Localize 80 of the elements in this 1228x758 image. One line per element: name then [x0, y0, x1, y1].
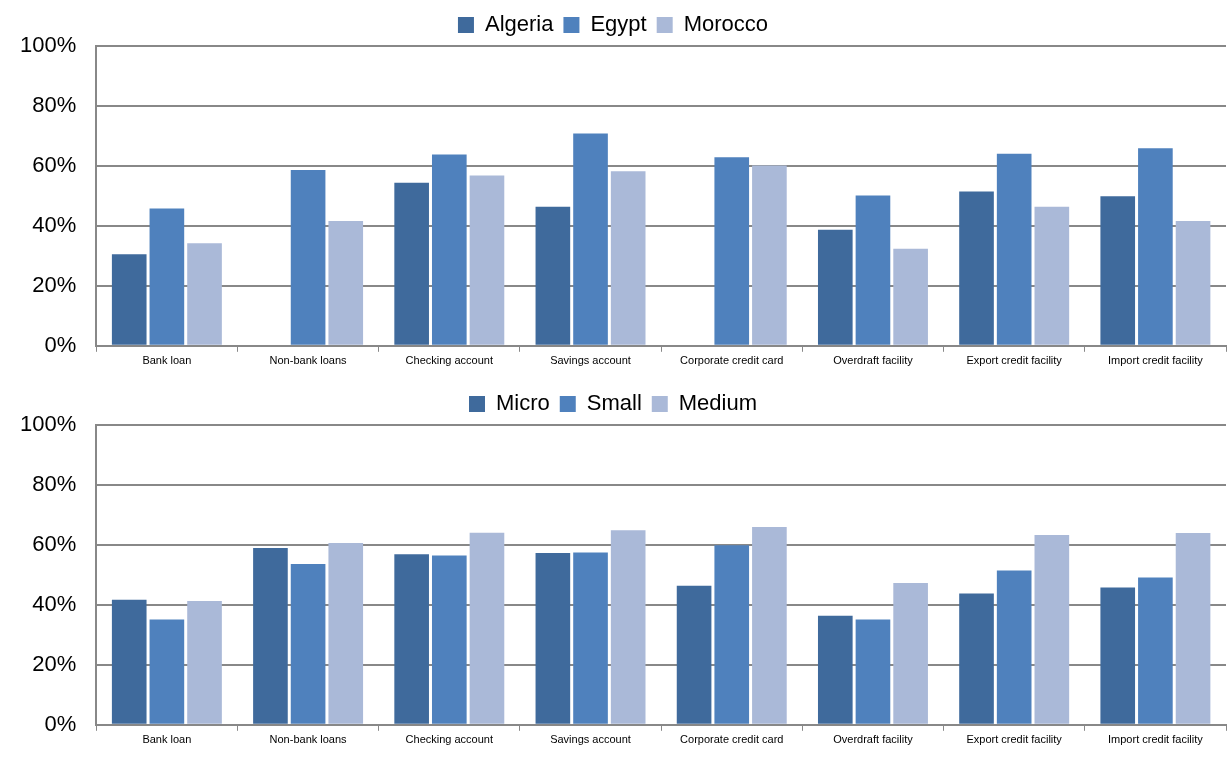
bar: [752, 526, 787, 724]
bar: [431, 555, 467, 724]
legend-label: Small: [586, 390, 642, 416]
bar: [996, 153, 1032, 345]
y-tick-label: 80%: [32, 471, 77, 497]
x-tick-label: Overdraft facility: [833, 354, 914, 367]
x-tick-label: Bank loan: [142, 354, 192, 367]
y-tick-label: 40%: [32, 590, 77, 616]
bar: [752, 165, 787, 345]
x-tick-label: Export credit facility: [966, 354, 1063, 367]
bar: [394, 554, 429, 724]
bar: [1100, 587, 1136, 724]
bar: [676, 585, 712, 724]
bar: [328, 221, 364, 345]
bar: [187, 243, 222, 345]
bar: [535, 206, 571, 345]
y-tick-label: 0%: [44, 331, 77, 357]
bar: [817, 615, 853, 724]
bar: [290, 564, 326, 724]
x-tick-label: Overdraft facility: [833, 733, 914, 746]
bar: [469, 532, 505, 724]
bar: [431, 154, 467, 345]
x-tick-label: Corporate credit card: [680, 733, 784, 746]
bar: [535, 553, 571, 724]
legend-label: Algeria: [484, 11, 555, 37]
bar: [714, 545, 750, 724]
bar: [1034, 535, 1070, 724]
x-tick-label: Import credit facility: [1108, 733, 1204, 746]
bar: [817, 229, 853, 345]
bar: [714, 157, 750, 345]
bar: [855, 619, 891, 724]
bar: [1138, 577, 1173, 724]
x-tick-label: Savings account: [550, 733, 631, 746]
y-tick-label: 100%: [19, 32, 77, 58]
bar: [469, 175, 505, 345]
x-tick-label: Corporate credit card: [680, 354, 784, 367]
bar: [996, 570, 1032, 724]
bar: [1175, 221, 1211, 345]
bar: [1034, 206, 1070, 345]
legend-label: Egypt: [590, 11, 647, 37]
bar: [111, 599, 147, 724]
bar: [149, 208, 185, 345]
bar: [1175, 532, 1211, 724]
bar: [610, 171, 646, 345]
x-tick-label: Import credit facility: [1108, 354, 1204, 367]
x-tick-label: Non-bank loans: [269, 733, 348, 746]
bar: [959, 191, 994, 345]
bar: [1100, 196, 1136, 345]
bar: [573, 133, 608, 345]
x-tick-label: Checking account: [405, 354, 494, 367]
bar: [111, 254, 147, 345]
legend-label: Medium: [678, 390, 758, 416]
bar: [855, 195, 891, 345]
y-tick-label: 20%: [32, 271, 77, 297]
x-tick-label: Checking account: [405, 733, 494, 746]
bar: [394, 182, 429, 345]
bar: [1138, 148, 1173, 345]
bar: [893, 248, 928, 345]
y-tick-label: 20%: [32, 650, 77, 676]
y-tick-label: 0%: [44, 710, 77, 736]
bar: [187, 600, 222, 724]
x-tick-label: Bank loan: [142, 733, 192, 746]
bar: [893, 583, 928, 724]
bar: [149, 619, 185, 724]
x-tick-label: Export credit facility: [966, 733, 1063, 746]
y-tick-label: 80%: [32, 92, 77, 118]
bar: [328, 543, 364, 724]
bar: [253, 547, 288, 724]
y-tick-label: 60%: [32, 151, 77, 177]
bar: [610, 530, 646, 724]
bar: [959, 593, 994, 724]
x-tick-label: Savings account: [550, 354, 631, 367]
y-tick-label: 60%: [32, 530, 77, 556]
bar: [573, 552, 608, 724]
bar: [290, 170, 326, 345]
y-tick-label: 100%: [19, 411, 77, 437]
legend-label: Micro: [495, 390, 550, 416]
y-tick-label: 40%: [32, 211, 77, 237]
x-tick-label: Non-bank loans: [269, 354, 348, 367]
legend-label: Morocco: [683, 11, 769, 37]
